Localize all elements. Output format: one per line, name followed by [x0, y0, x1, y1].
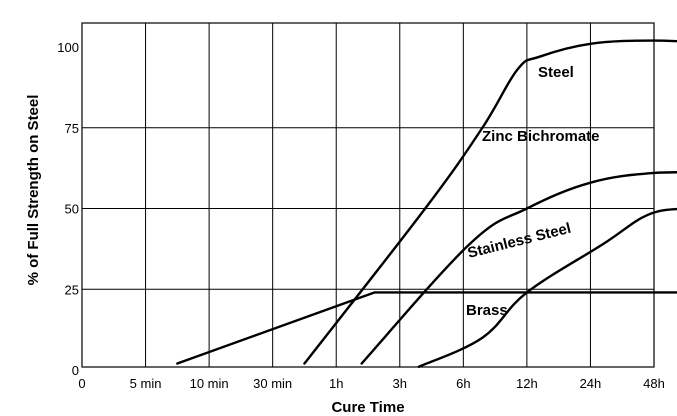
x-tick-label: 24h: [580, 376, 602, 391]
series-line-steel: [303, 39, 677, 365]
y-tick-label: 75: [65, 121, 79, 136]
x-tick-label: 30 min: [253, 376, 292, 391]
x-axis-title: Cure Time: [331, 399, 404, 416]
series-label-steel: Steel: [538, 64, 574, 81]
grid: [82, 23, 654, 367]
series-label-stainless-steel: Stainless Steel: [466, 220, 573, 262]
series-line-stainless-steel: [417, 207, 677, 368]
x-tick-label: 0: [78, 376, 85, 391]
x-tick-label: 5 min: [130, 376, 162, 391]
y-tick-label: 0: [72, 363, 79, 378]
series-label-zinc-bichromate: Zinc Bichromate: [482, 128, 600, 145]
x-tick-label: 12h: [516, 376, 538, 391]
plot-frame: [81, 22, 655, 368]
tick-labels: 0 5 min 10 min 30 min 1h 3h 6h 12h 24h 48h 0 25 50 75…: [57, 40, 665, 391]
series-label-brass: Brass: [466, 302, 508, 319]
series-curves: [176, 39, 677, 368]
y-axis-title: % of Full Strength on Steel: [25, 95, 42, 286]
x-tick-label: 48h: [643, 376, 665, 391]
x-tick-label: 1h: [329, 376, 343, 391]
series-line-brass: [176, 291, 677, 365]
y-tick-label: 50: [65, 202, 79, 217]
y-tick-label: 100: [57, 40, 79, 55]
x-tick-label: 6h: [456, 376, 470, 391]
x-tick-label: 3h: [393, 376, 407, 391]
y-tick-label: 25: [65, 282, 79, 297]
series-line-zinc-bichromate: [360, 171, 677, 365]
x-tick-label: 10 min: [190, 376, 229, 391]
